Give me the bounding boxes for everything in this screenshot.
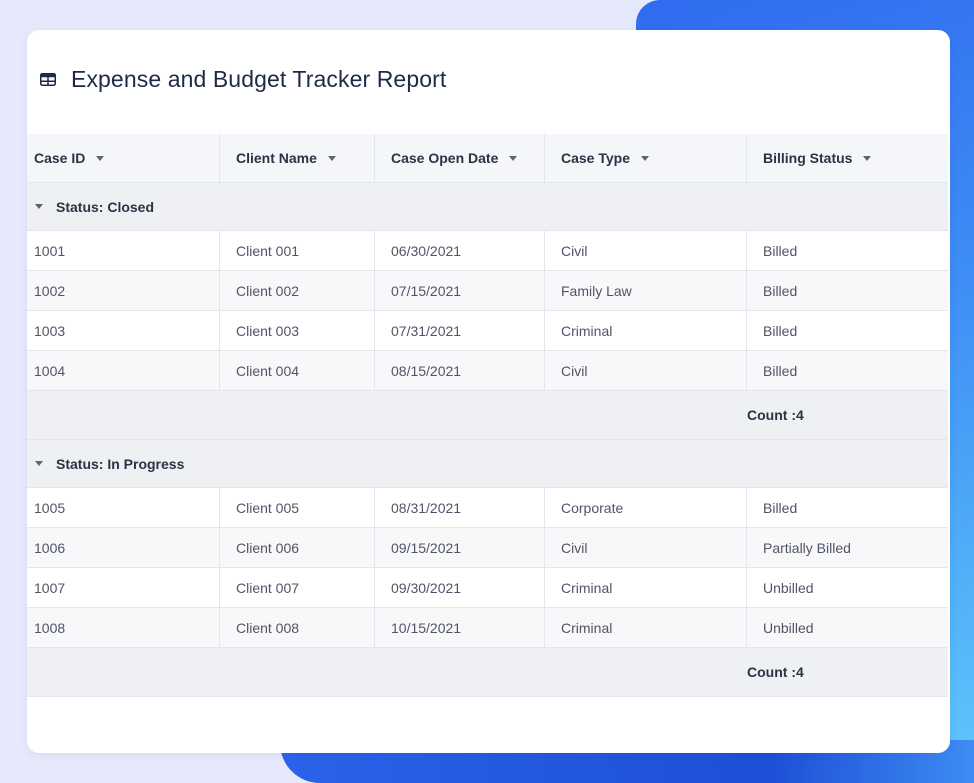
group-summary-row: Count :4 bbox=[27, 647, 948, 696]
column-header-label: Client Name bbox=[236, 150, 317, 166]
column-header-billing-status[interactable]: Billing Status bbox=[747, 134, 948, 182]
cell-case-open-date: 08/31/2021 bbox=[375, 488, 545, 527]
cell-client-name: Client 004 bbox=[220, 351, 375, 390]
cell-case-type: Criminal bbox=[545, 311, 747, 350]
cell-case-id: 1006 bbox=[27, 528, 220, 567]
cell-case-type: Family Law bbox=[545, 271, 747, 310]
group-label: Status: Closed bbox=[56, 198, 155, 215]
cell-client-name: Client 005 bbox=[220, 488, 375, 527]
cell-client-name: Client 008 bbox=[220, 608, 375, 647]
group-count: Count :4 bbox=[747, 407, 804, 423]
cell-case-open-date: 07/31/2021 bbox=[375, 311, 545, 350]
cell-billing-status: Unbilled bbox=[763, 619, 814, 636]
cell-case-id: 1003 bbox=[27, 311, 220, 350]
column-header-case-open-date[interactable]: Case Open Date bbox=[375, 134, 545, 182]
report-grid: Case ID Client Name Case Open Date Case … bbox=[27, 134, 948, 697]
table-row[interactable]: 1008 Client 008 10/15/2021 Criminal Unbi… bbox=[27, 607, 948, 647]
cell-case-type: Civil bbox=[545, 528, 747, 567]
report-card: Expense and Budget Tracker Report Case I… bbox=[27, 30, 950, 753]
cell-case-type: Corporate bbox=[545, 488, 747, 527]
cell-case-id: 1007 bbox=[27, 568, 220, 607]
cell-case-id: 1005 bbox=[27, 488, 220, 527]
divider bbox=[27, 696, 948, 697]
group-header-closed[interactable]: Status: Closed bbox=[27, 182, 948, 230]
cell-billing-status: Billed bbox=[763, 242, 798, 259]
cell-case-open-date: 09/15/2021 bbox=[375, 528, 545, 567]
cell-case-open-date: 08/15/2021 bbox=[375, 351, 545, 390]
cell-case-open-date: 06/30/2021 bbox=[375, 231, 545, 270]
group-count: Count :4 bbox=[747, 664, 804, 680]
cell-billing-status: Billed bbox=[763, 322, 798, 339]
table-row[interactable]: 1004 Client 004 08/15/2021 Civil Billed bbox=[27, 350, 948, 390]
chevron-down-icon[interactable] bbox=[641, 155, 649, 161]
table-row[interactable]: 1006 Client 006 09/15/2021 Civil Partial… bbox=[27, 527, 948, 567]
table-icon bbox=[40, 73, 56, 86]
cell-case-id: 1004 bbox=[27, 351, 220, 390]
cell-billing-status: Billed bbox=[763, 362, 798, 379]
cell-client-name: Client 003 bbox=[220, 311, 375, 350]
cell-case-type: Civil bbox=[545, 231, 747, 270]
cell-case-type: Criminal bbox=[545, 608, 747, 647]
cell-billing-status: Billed bbox=[763, 499, 798, 516]
cell-case-id: 1008 bbox=[27, 608, 220, 647]
cell-case-open-date: 09/30/2021 bbox=[375, 568, 545, 607]
cell-billing-status: Unbilled bbox=[763, 579, 814, 596]
collapse-caret-icon[interactable] bbox=[35, 461, 43, 466]
report-header: Expense and Budget Tracker Report bbox=[40, 66, 446, 93]
cell-billing-status: Partially Billed bbox=[763, 539, 851, 556]
cell-case-id: 1002 bbox=[27, 271, 220, 310]
column-header-case-type[interactable]: Case Type bbox=[545, 134, 747, 182]
table-row[interactable]: 1003 Client 003 07/31/2021 Criminal Bill… bbox=[27, 310, 948, 350]
grid-header-row: Case ID Client Name Case Open Date Case … bbox=[27, 134, 948, 182]
column-header-label: Case Open Date bbox=[391, 150, 499, 166]
cell-client-name: Client 001 bbox=[220, 231, 375, 270]
cell-case-id: 1001 bbox=[27, 231, 220, 270]
cell-billing-status: Billed bbox=[763, 282, 798, 299]
chevron-down-icon[interactable] bbox=[509, 155, 518, 161]
collapse-caret-icon[interactable] bbox=[35, 204, 43, 209]
cell-client-name: Client 002 bbox=[220, 271, 375, 310]
chevron-down-icon[interactable] bbox=[863, 155, 872, 161]
column-header-label: Case Type bbox=[561, 150, 630, 166]
group-label: Status: In Progress bbox=[56, 455, 185, 472]
cell-client-name: Client 007 bbox=[220, 568, 375, 607]
cell-case-type: Criminal bbox=[545, 568, 747, 607]
column-header-label: Billing Status bbox=[763, 150, 853, 166]
table-row[interactable]: 1001 Client 001 06/30/2021 Civil Billed bbox=[27, 230, 948, 270]
group-header-in-progress[interactable]: Status: In Progress bbox=[27, 439, 948, 487]
column-header-label: Case ID bbox=[34, 150, 86, 166]
cell-client-name: Client 006 bbox=[220, 528, 375, 567]
table-row[interactable]: 1007 Client 007 09/30/2021 Criminal Unbi… bbox=[27, 567, 948, 607]
cell-case-type: Civil bbox=[545, 351, 747, 390]
group-summary-row: Count :4 bbox=[27, 390, 948, 439]
chevron-down-icon[interactable] bbox=[327, 155, 336, 161]
column-header-client-name[interactable]: Client Name bbox=[220, 134, 375, 182]
column-header-case-id[interactable]: Case ID bbox=[27, 134, 220, 182]
table-row[interactable]: 1005 Client 005 08/31/2021 Corporate Bil… bbox=[27, 487, 948, 527]
cell-case-open-date: 10/15/2021 bbox=[375, 608, 545, 647]
table-row[interactable]: 1002 Client 002 07/15/2021 Family Law Bi… bbox=[27, 270, 948, 310]
cell-case-open-date: 07/15/2021 bbox=[375, 271, 545, 310]
page-title: Expense and Budget Tracker Report bbox=[71, 66, 447, 92]
chevron-down-icon[interactable] bbox=[96, 155, 105, 161]
